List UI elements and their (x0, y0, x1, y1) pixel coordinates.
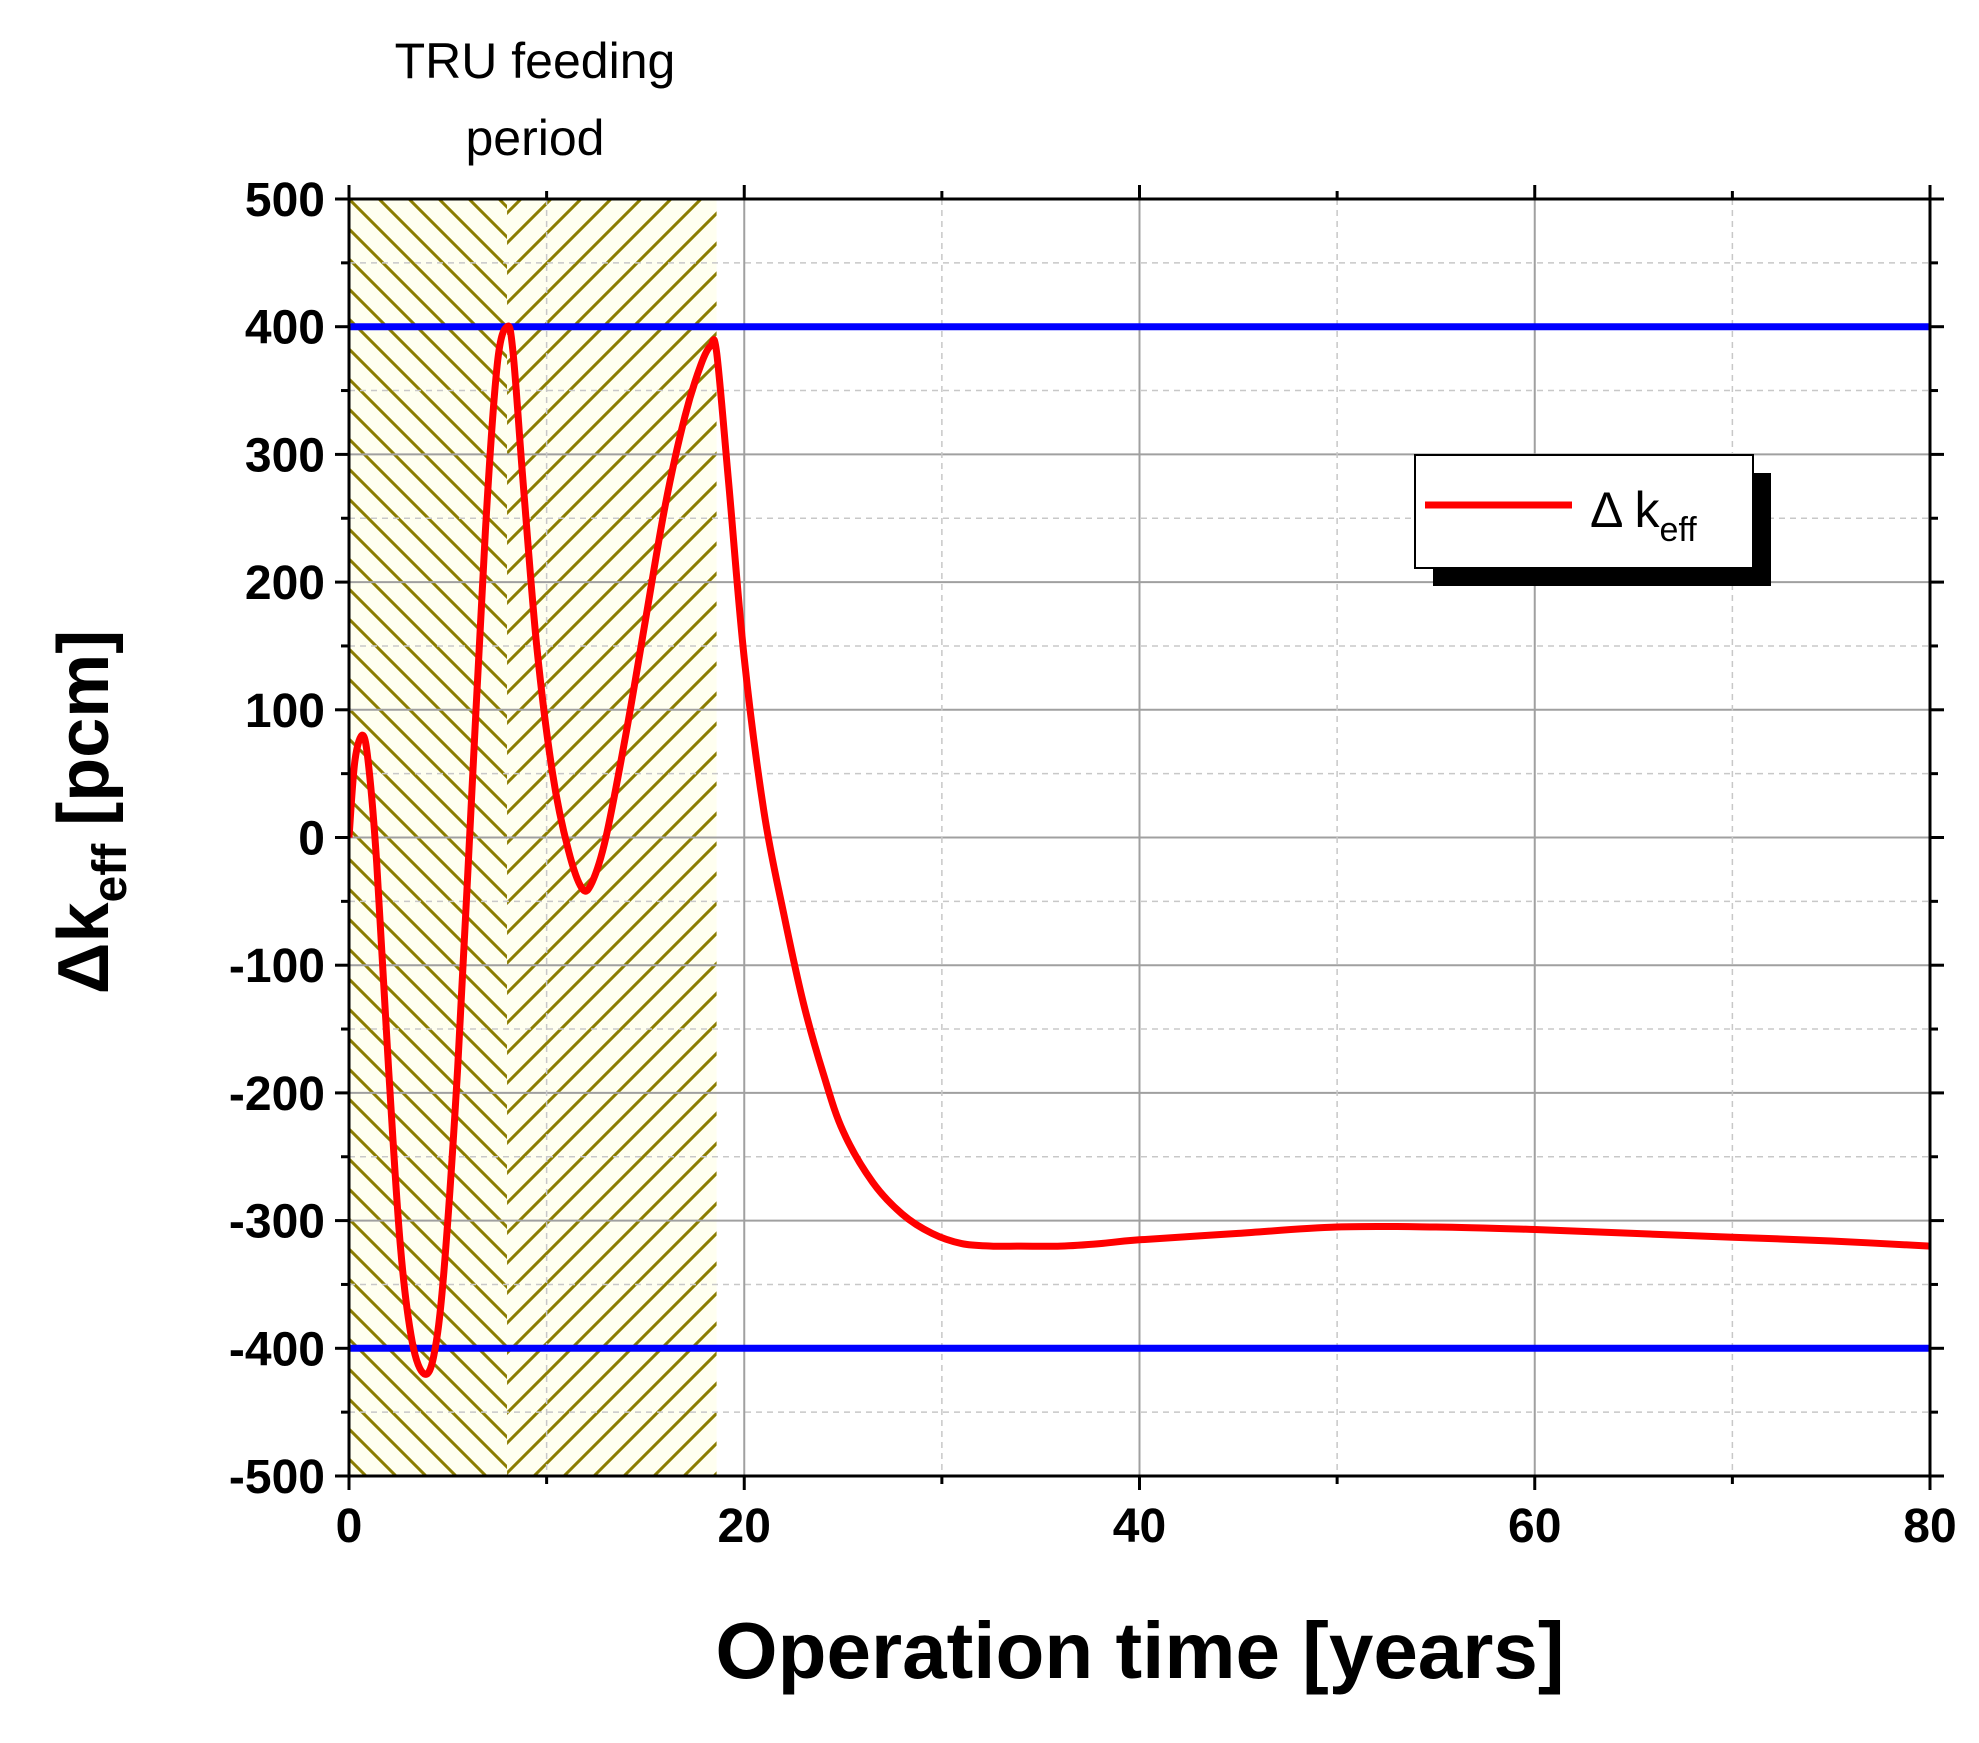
legend: Δ keff (1414, 454, 1771, 586)
series-line-delta-keff (349, 322, 1930, 1378)
y-tick-label: 0 (298, 813, 325, 866)
svg-text:Δkeff[pcm]: Δkeff [pcm] (44, 630, 137, 994)
y-tick-label: 300 (245, 429, 325, 482)
y-tick-label: -100 (229, 940, 325, 993)
annotation-line-1: TRU feeding (395, 33, 676, 89)
svg-text:Δ keff: Δ keff (1590, 482, 1697, 549)
y-tick-label: -400 (229, 1323, 325, 1376)
legend-box (1414, 454, 1754, 569)
y-axis-title-main: Δk (44, 901, 124, 994)
y-tick-label: 200 (245, 557, 325, 610)
x-tick-label: 40 (1113, 1500, 1166, 1553)
reference-lines (349, 323, 1930, 1352)
x-tick-labels: 0 20 40 60 80 (336, 1500, 1957, 1553)
y-tick-label: -500 (229, 1451, 325, 1504)
annotation-line-2: period (466, 110, 605, 166)
legend-label: Δ k (1590, 482, 1661, 538)
y-tick-label: -200 (229, 1068, 325, 1121)
y-tick-labels: 500 400 300 200 100 0 -100 -200 -300 -400 -500 (229, 174, 325, 1504)
x-tick-label: 80 (1903, 1500, 1956, 1553)
legend-label-subscript: eff (1660, 511, 1698, 549)
x-axis-title: Operation time [years] (715, 1606, 1564, 1695)
y-tick-label: 100 (245, 685, 325, 738)
y-axis-title-unit: [pcm] (44, 630, 124, 826)
x-tick-label: 60 (1508, 1500, 1561, 1553)
axis-ticks (335, 185, 1944, 1490)
y-tick-label: 500 (245, 174, 325, 227)
x-tick-label: 20 (718, 1500, 771, 1553)
y-tick-label: -300 (229, 1196, 325, 1249)
y-tick-label: 400 (245, 302, 325, 355)
x-tick-label: 0 (336, 1500, 363, 1553)
y-axis-title: Δkeff [pcm] (44, 630, 137, 994)
y-axis-title-subscript: eff (84, 843, 137, 903)
